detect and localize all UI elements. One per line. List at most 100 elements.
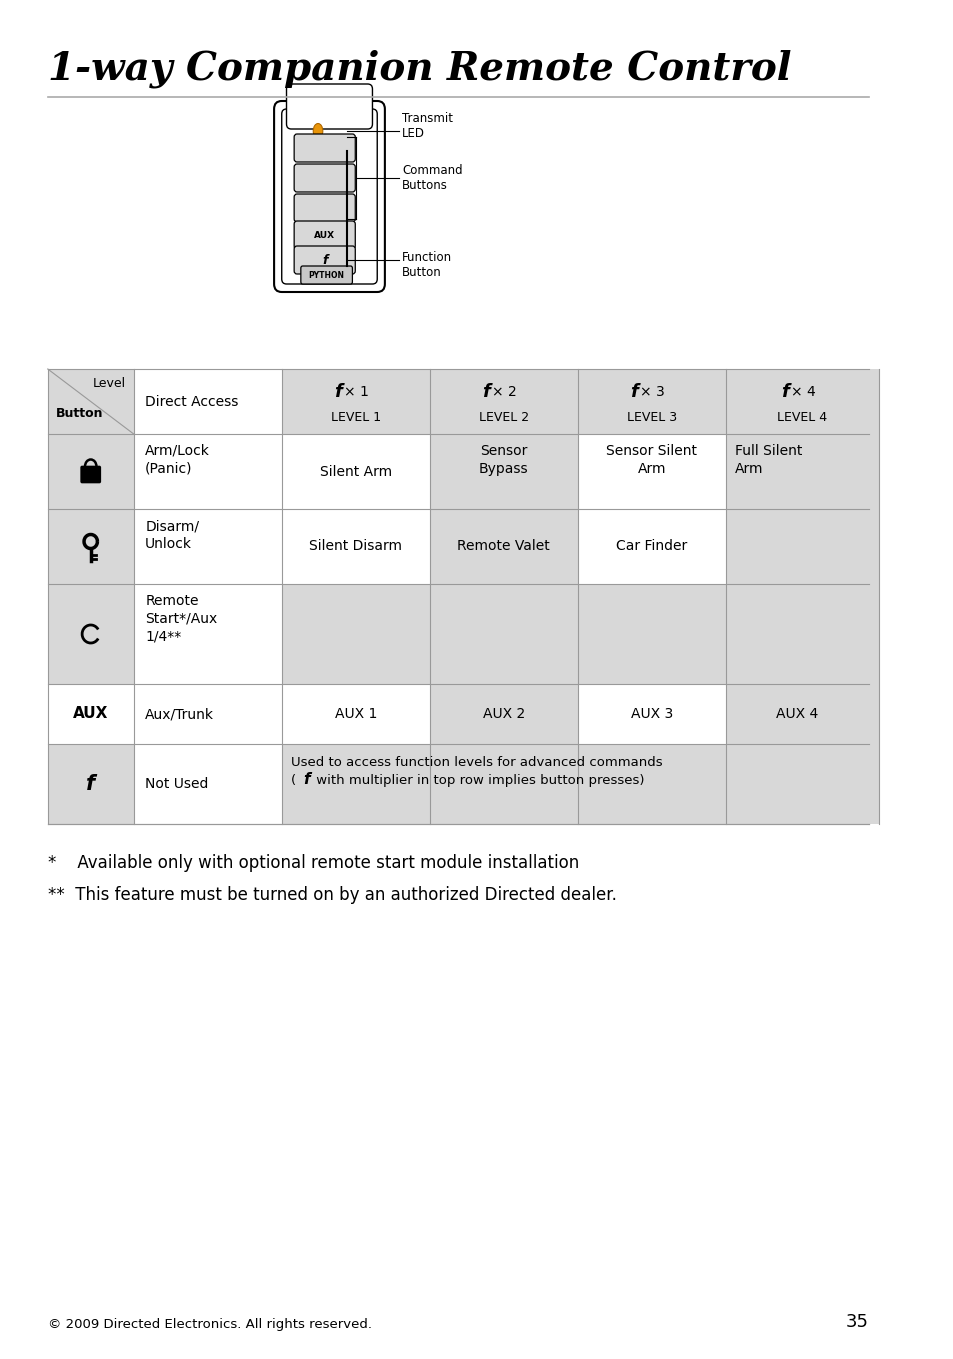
Bar	[725, 584, 878, 684]
Text: f: f	[630, 383, 638, 401]
FancyBboxPatch shape	[81, 466, 100, 482]
Bar	[281, 370, 429, 434]
Bar	[725, 684, 878, 743]
Bar	[48, 584, 133, 684]
Text: Command
Buttons: Command Buttons	[401, 164, 462, 192]
Text: Bypass: Bypass	[478, 462, 528, 476]
FancyBboxPatch shape	[281, 109, 376, 284]
Text: Arm: Arm	[735, 462, 763, 476]
Bar	[133, 510, 281, 584]
Text: PYTHON: PYTHON	[309, 270, 344, 280]
Text: with multiplier in top row implies button presses): with multiplier in top row implies butto…	[312, 775, 644, 787]
FancyBboxPatch shape	[294, 222, 355, 249]
Bar	[725, 743, 878, 824]
Bar	[281, 684, 429, 743]
Text: Level: Level	[92, 376, 126, 390]
Text: AUX 3: AUX 3	[630, 707, 672, 722]
Text: **  This feature must be turned on by an authorized Directed dealer.: ** This feature must be turned on by an …	[48, 886, 616, 904]
Text: f: f	[482, 383, 490, 401]
Text: Function
Button: Function Button	[401, 251, 452, 279]
Bar	[48, 684, 133, 743]
Text: Start*/Aux: Start*/Aux	[145, 612, 217, 626]
Text: 1-way Companion Remote Control: 1-way Companion Remote Control	[48, 49, 790, 87]
Text: AUX: AUX	[314, 231, 335, 239]
Text: Sensor Silent: Sensor Silent	[606, 444, 697, 458]
Bar	[133, 684, 281, 743]
Text: f: f	[302, 772, 309, 787]
Bar	[725, 510, 878, 584]
Text: © 2009 Directed Electronics. All rights reserved.: © 2009 Directed Electronics. All rights …	[48, 1318, 372, 1330]
FancyBboxPatch shape	[294, 246, 355, 275]
Text: Arm: Arm	[637, 462, 665, 476]
Bar	[133, 584, 281, 684]
Text: f: f	[321, 254, 327, 266]
Bar	[429, 370, 578, 434]
Text: *    Available only with optional remote start module installation: * Available only with optional remote st…	[48, 853, 578, 872]
Bar	[578, 584, 725, 684]
Bar	[725, 434, 878, 510]
Text: Silent Disarm: Silent Disarm	[309, 540, 402, 553]
Bar	[429, 510, 578, 584]
Bar	[578, 684, 725, 743]
Bar	[578, 370, 725, 434]
FancyBboxPatch shape	[274, 101, 384, 292]
Bar	[281, 434, 429, 510]
Text: AUX 1: AUX 1	[335, 707, 376, 722]
Text: AUX 2: AUX 2	[482, 707, 524, 722]
Text: 1/4**: 1/4**	[145, 631, 181, 644]
Text: Silent Arm: Silent Arm	[319, 465, 392, 478]
Text: Used to access function levels for advanced commands: Used to access function levels for advan…	[291, 756, 662, 769]
Text: × 1: × 1	[344, 385, 369, 400]
Text: f: f	[86, 775, 95, 794]
FancyBboxPatch shape	[300, 266, 352, 284]
FancyBboxPatch shape	[294, 164, 355, 192]
Bar	[429, 684, 578, 743]
Bar	[133, 370, 281, 434]
Text: Sensor: Sensor	[479, 444, 527, 458]
Bar	[133, 743, 281, 824]
FancyBboxPatch shape	[286, 84, 372, 129]
Text: Aux/Trunk: Aux/Trunk	[145, 707, 213, 722]
Text: LEVEL 4: LEVEL 4	[777, 410, 826, 424]
Text: AUX: AUX	[73, 707, 109, 722]
Bar	[578, 510, 725, 584]
FancyBboxPatch shape	[294, 194, 355, 222]
Bar	[429, 584, 578, 684]
Bar	[429, 434, 578, 510]
Text: × 3: × 3	[639, 385, 664, 400]
Bar	[133, 434, 281, 510]
Text: × 4: × 4	[790, 385, 815, 400]
Text: (Panic): (Panic)	[145, 462, 193, 476]
Text: Not Used: Not Used	[145, 777, 209, 791]
Text: Unlock: Unlock	[145, 537, 192, 550]
Bar	[48, 510, 133, 584]
Text: (: (	[291, 775, 300, 787]
Text: × 2: × 2	[492, 385, 517, 400]
Text: Remote Valet: Remote Valet	[456, 540, 550, 553]
FancyBboxPatch shape	[294, 135, 355, 162]
Text: LEVEL 3: LEVEL 3	[626, 410, 677, 424]
Bar	[578, 743, 725, 824]
Text: Full Silent: Full Silent	[735, 444, 801, 458]
Text: LEVEL 1: LEVEL 1	[331, 410, 380, 424]
Bar	[429, 743, 578, 824]
Text: f: f	[781, 383, 788, 401]
Bar	[725, 370, 878, 434]
Text: AUX 4: AUX 4	[776, 707, 818, 722]
Bar	[48, 434, 133, 510]
Text: 35: 35	[845, 1313, 868, 1330]
Bar	[281, 584, 429, 684]
Bar	[281, 510, 429, 584]
Text: Direct Access: Direct Access	[145, 394, 238, 409]
Bar	[578, 434, 725, 510]
Text: LEVEL 2: LEVEL 2	[478, 410, 528, 424]
Text: Arm/Lock: Arm/Lock	[145, 444, 210, 458]
Text: f: f	[335, 383, 342, 401]
Bar	[281, 743, 429, 824]
Text: Remote: Remote	[145, 594, 198, 607]
Ellipse shape	[313, 124, 322, 139]
Text: Transmit
LED: Transmit LED	[401, 111, 453, 140]
Bar	[48, 743, 133, 824]
Bar	[48, 370, 133, 434]
Text: Car Finder: Car Finder	[616, 540, 687, 553]
